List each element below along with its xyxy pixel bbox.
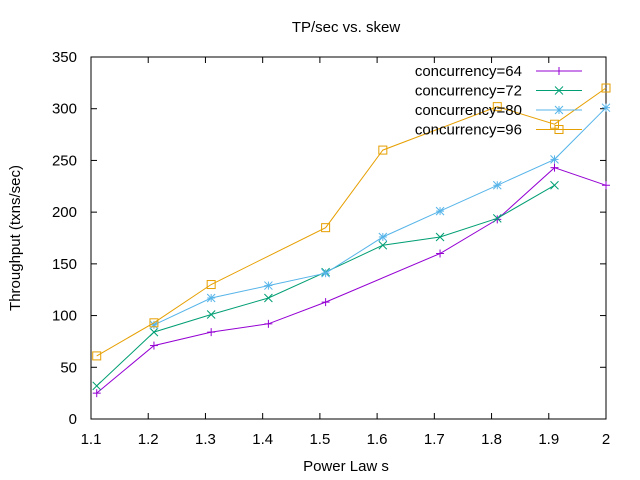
data-point — [206, 280, 216, 290]
data-point — [92, 389, 101, 398]
data-point — [149, 327, 159, 337]
series-concurrency-64 — [92, 163, 610, 398]
y-tick-label: 200 — [52, 204, 77, 221]
x-tick-label: 1.4 — [252, 431, 273, 448]
legend-label: concurrency=80 — [415, 102, 522, 119]
data-point — [264, 293, 273, 303]
plot-border — [90, 56, 607, 420]
data-point — [550, 163, 559, 172]
series-line — [96, 87, 607, 357]
data-point — [550, 180, 559, 190]
series-concurrency-72 — [92, 180, 559, 391]
x-tick-label: 1.1 — [81, 431, 102, 448]
legend-label: concurrency=72 — [415, 83, 522, 100]
y-tick-label: 250 — [52, 152, 77, 169]
data-point — [601, 83, 611, 93]
data-point — [435, 232, 445, 242]
series-concurrency-80 — [149, 103, 611, 330]
series-line — [96, 167, 607, 394]
x-tick-label: 1.2 — [138, 431, 159, 448]
data-point — [149, 341, 158, 350]
series-line — [96, 184, 555, 387]
data-point — [378, 240, 388, 250]
y-tick-label: 350 — [52, 49, 77, 66]
data-point — [92, 381, 102, 391]
data-point — [264, 281, 273, 290]
y-tick-label: 50 — [60, 359, 77, 376]
data-point — [207, 328, 216, 337]
x-tick-label: 1.7 — [424, 431, 445, 448]
data-point — [206, 310, 216, 319]
legend-marker — [554, 125, 564, 134]
x-tick-label: 2 — [602, 431, 610, 448]
data-point — [378, 145, 388, 155]
x-axis-ticks: 1.1 1.2 1.3 1.4 1.5 1.6 1.7 1.8 1.9 2 — [81, 57, 610, 448]
x-tick-label: 1.9 — [538, 431, 559, 448]
data-point — [601, 103, 611, 113]
x-axis-label: Power Law s — [303, 458, 389, 475]
legend-label: concurrency=64 — [415, 63, 522, 80]
data-point — [602, 181, 610, 190]
series-layer — [92, 83, 611, 398]
legend-marker — [555, 67, 563, 75]
y-axis-ticks: 0 50 100 150 200 250 300 350 — [52, 49, 606, 428]
chart-title: TP/sec vs. skew — [292, 19, 401, 36]
legend-marker — [554, 86, 564, 95]
data-point — [435, 206, 445, 216]
legend-item: concurrency=96 — [415, 122, 582, 139]
data-point — [321, 223, 331, 233]
x-tick-label: 1.5 — [309, 431, 330, 448]
data-point — [436, 249, 445, 258]
legend-item: concurrency=64 — [415, 63, 582, 80]
data-point — [321, 268, 330, 278]
data-point — [206, 293, 216, 303]
data-point — [550, 155, 559, 164]
x-tick-label: 1.6 — [367, 431, 388, 448]
y-tick-label: 300 — [52, 101, 77, 118]
plot-frame — [90, 56, 607, 420]
legend-item: concurrency=80 — [415, 102, 582, 119]
data-point — [378, 232, 388, 242]
x-tick-label: 1.8 — [481, 431, 502, 448]
data-point — [492, 180, 502, 190]
legend-item: concurrency=72 — [415, 83, 582, 100]
data-point — [92, 351, 102, 361]
x-tick-label: 1.3 — [195, 431, 216, 448]
series-line — [153, 107, 607, 326]
y-axis-label: Throughput (txns/sec) — [7, 165, 24, 311]
data-point — [492, 213, 502, 223]
data-point — [492, 102, 502, 112]
data-point — [149, 318, 159, 328]
legend-label: concurrency=96 — [415, 122, 522, 139]
y-tick-label: 100 — [52, 308, 77, 325]
series-concurrency-96 — [92, 83, 611, 361]
data-point — [264, 319, 273, 328]
data-point — [321, 298, 330, 307]
y-tick-label: 150 — [52, 256, 77, 273]
legend: concurrency=64 concurrency=72 concurrency=… — [415, 63, 582, 139]
legend-marker — [554, 105, 564, 115]
y-tick-label: 0 — [69, 411, 77, 428]
